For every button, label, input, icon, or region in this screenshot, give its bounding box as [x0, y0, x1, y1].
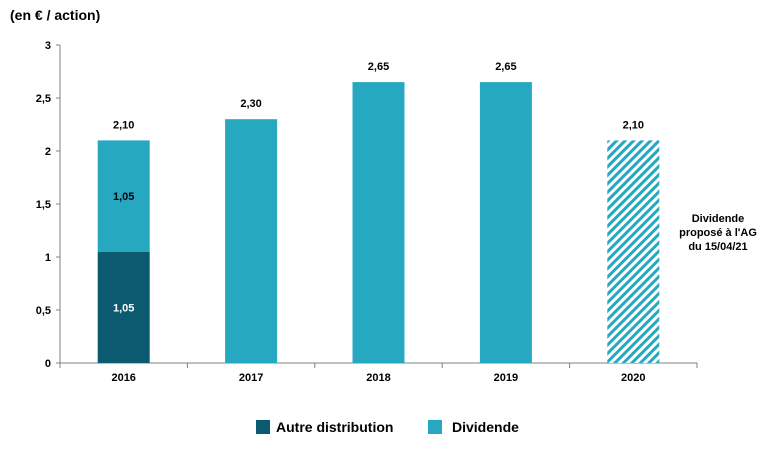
total-label-2017: 2,30 — [240, 98, 261, 110]
y-tick-label: 0 — [45, 358, 51, 370]
legend-label: Autre distribution — [276, 419, 393, 435]
bar-autre-distribution-2016 — [97, 251, 150, 363]
legend-swatch-dividende — [428, 420, 442, 434]
annotation-line: proposé à l'AG — [679, 227, 757, 239]
total-label-2019: 2,65 — [495, 61, 516, 73]
legend-label: Dividende — [452, 419, 519, 435]
y-tick-label: 1 — [45, 252, 51, 264]
x-axis: 2016 2017 2018 2019 2020 — [59, 362, 698, 384]
x-tick-label: 2020 — [621, 372, 645, 384]
segment-label: 1,05 — [113, 302, 134, 314]
y-tick-label: 2 — [45, 146, 51, 158]
y-tick-label: 0,5 — [36, 305, 51, 317]
annotation-line: du 15/04/21 — [688, 241, 747, 253]
bar-dividende-2016 — [97, 140, 150, 252]
y-tick-label: 3 — [45, 40, 51, 52]
bar-dividende-2020 — [607, 140, 660, 363]
legend: Autre distribution Dividende — [256, 419, 519, 435]
x-tick-label: 2016 — [111, 372, 135, 384]
bar-dividende-2017 — [225, 119, 278, 363]
total-label-2016: 2,10 — [113, 119, 134, 131]
total-label-2020: 2,10 — [623, 119, 644, 131]
bar-labels: 1,05 1,05 2,10 2,30 2,65 2,65 2,10 — [113, 61, 644, 314]
bar-dividende-2018 — [352, 82, 405, 363]
x-tick-label: 2018 — [366, 372, 390, 384]
legend-swatch-autre-distribution — [256, 420, 270, 434]
y-axis: 0 0,5 1 1,5 2 2,5 3 — [36, 40, 61, 370]
unit-label: (en € / action) — [10, 7, 100, 23]
total-label-2018: 2,65 — [368, 61, 389, 73]
bar-dividende-2019 — [479, 82, 532, 363]
bars — [97, 82, 660, 363]
segment-label: 1,05 — [113, 191, 134, 203]
y-tick-label: 2,5 — [36, 93, 51, 105]
y-tick-label: 1,5 — [36, 199, 51, 211]
proposal-annotation: Dividende proposé à l'AG du 15/04/21 — [679, 213, 757, 253]
x-tick-label: 2019 — [494, 372, 518, 384]
annotation-line: Dividende — [692, 213, 745, 225]
x-tick-label: 2017 — [239, 372, 263, 384]
